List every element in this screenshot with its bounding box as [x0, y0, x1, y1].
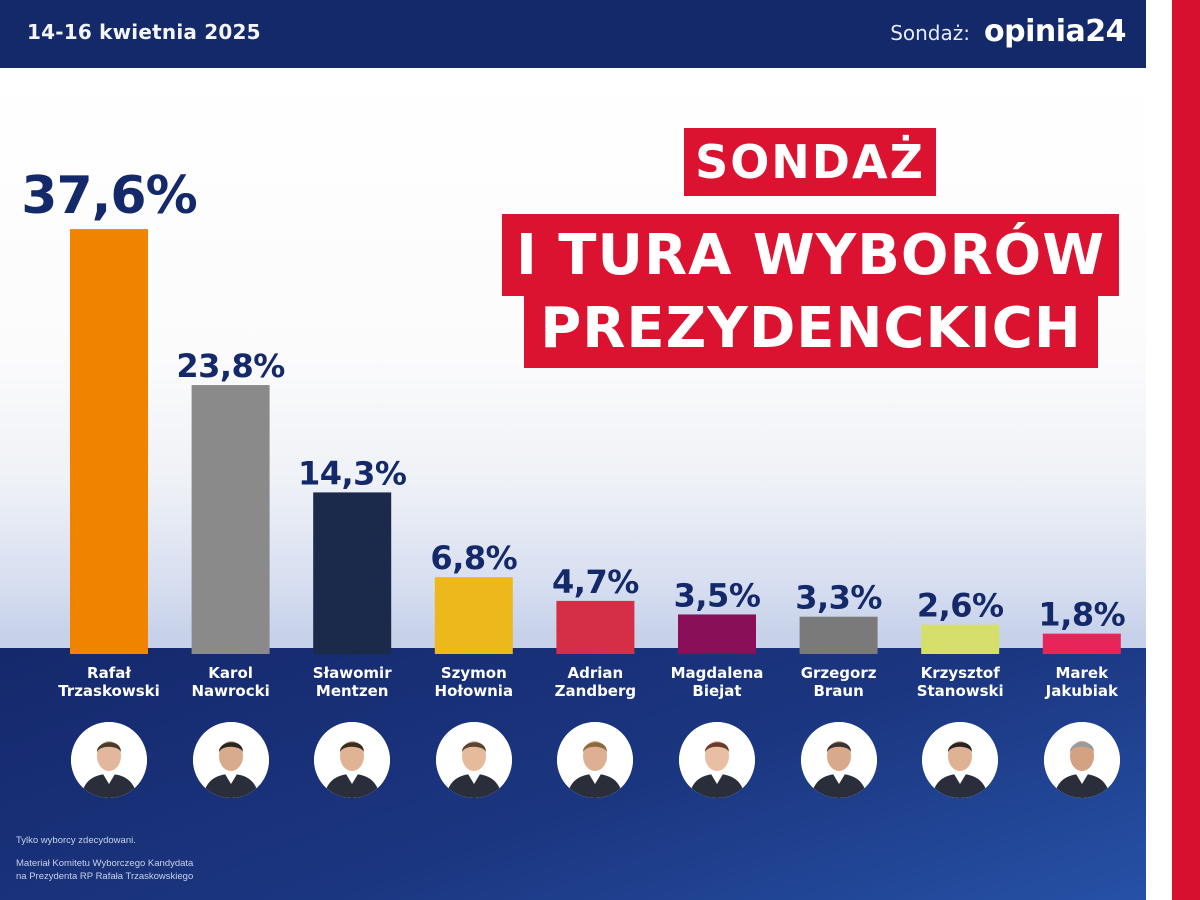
candidate-name-2: Karol Nawrocki	[171, 664, 291, 700]
candidate-photo-7	[800, 722, 877, 798]
person-icon	[314, 722, 391, 798]
candidate-name-4: Szymon Hołownia	[414, 664, 534, 700]
footnote-decided: Tylko wyborcy zdecydowani.	[16, 835, 136, 846]
person-icon	[1043, 722, 1120, 798]
first-name: Szymon	[440, 664, 507, 682]
person-icon	[922, 722, 999, 798]
candidate-name-8: Krzysztof Stanowski	[900, 664, 1020, 700]
first-name: Magdalena	[670, 664, 764, 682]
person-icon	[192, 722, 269, 798]
first-name: Karol	[208, 664, 253, 682]
bar-2	[191, 385, 270, 654]
candidate-photo-5	[557, 722, 634, 798]
bar-1	[70, 229, 148, 654]
candidate-photo-6	[679, 722, 755, 798]
person-icon	[435, 722, 512, 798]
last-name: Stanowski	[916, 682, 1004, 700]
value-label-1: 37,6%	[21, 166, 196, 226]
value-label-5: 4,7%	[552, 563, 639, 601]
last-name: Mentzen	[315, 682, 389, 700]
first-name: Grzegorz	[800, 664, 877, 682]
last-name: Hołownia	[434, 682, 514, 700]
side-stripe-white	[1146, 0, 1172, 900]
candidate-name-1: Rafał Trzaskowski	[49, 664, 169, 700]
bar-chart: 37,6% 23,8% 14,3% 6,8% 4,7% 3,5% 3,3% 2,6% 1,8%	[21, 166, 1126, 654]
side-stripe-red	[1172, 0, 1200, 900]
last-name: Biejat	[692, 682, 742, 700]
title-line-2: I TURA WYBORÓW	[502, 214, 1119, 296]
candidate-name-6: Magdalena Biejat	[657, 664, 777, 700]
bar-6	[678, 614, 756, 654]
first-name: Adrian	[567, 664, 624, 682]
last-name: Zandberg	[554, 682, 637, 700]
bar-4	[434, 577, 513, 654]
first-name: Krzysztof	[920, 664, 1000, 682]
header-bar: 14-16 kwietnia 2025 Sondaż: opinia24	[0, 0, 1146, 68]
last-name: Trzaskowski	[58, 682, 160, 700]
candidate-photo-2	[192, 722, 269, 798]
value-label-6: 3,5%	[674, 576, 761, 614]
bar-7	[799, 616, 878, 654]
footnote-committee: Materiał Komitetu Wyborczego Kandydata n…	[16, 857, 193, 883]
poll-date: 14-16 kwietnia 2025	[27, 20, 261, 44]
value-label-3: 14,3%	[298, 454, 407, 492]
value-label-4: 6,8%	[430, 539, 517, 577]
candidate-names: Rafał Trzaskowski Karol Nawrocki Sławomir Men…	[0, 664, 1146, 714]
value-label-7: 3,3%	[795, 579, 882, 617]
candidate-name-5: Adrian Zandberg	[535, 664, 655, 700]
value-label-2: 23,8%	[176, 347, 285, 385]
last-name: Jakubiak	[1045, 682, 1118, 700]
first-name: Rafał	[87, 664, 131, 682]
candidate-photo-8	[922, 722, 999, 798]
candidate-name-9: Marek Jakubiak	[1022, 664, 1142, 700]
bar-9	[1042, 633, 1121, 654]
bar-8	[921, 624, 1000, 654]
footnote-committee-line2: na Prezydenta RP Rafała Trzaskowskiego	[16, 871, 194, 882]
last-name: Braun	[813, 682, 864, 700]
candidate-avatars	[0, 722, 1146, 798]
value-label-8: 2,6%	[917, 587, 1004, 625]
candidate-photo-1	[71, 722, 147, 798]
opinia24-logo: opinia24	[983, 14, 1127, 49]
title-line-3: PREZYDENCKICH	[524, 296, 1098, 368]
value-label-9: 1,8%	[1038, 596, 1125, 634]
footnote-committee-line1: Materiał Komitetu Wyborczego Kandydata	[16, 858, 194, 869]
title-sondaz: SONDAŻ	[684, 128, 936, 196]
person-icon	[71, 722, 147, 798]
bar-3	[313, 492, 392, 654]
candidate-name-3: Sławomir Mentzen	[292, 664, 412, 700]
candidate-photo-4	[435, 722, 512, 798]
person-icon	[800, 722, 877, 798]
first-name: Marek	[1055, 664, 1109, 682]
person-icon	[557, 722, 634, 798]
last-name: Nawrocki	[191, 682, 270, 700]
candidate-photo-9	[1043, 722, 1120, 798]
first-name: Sławomir	[312, 664, 392, 682]
source-label: Sondaż:	[890, 21, 970, 45]
candidate-name-7: Grzegorz Braun	[779, 664, 899, 700]
candidate-photo-3	[314, 722, 391, 798]
bar-5	[556, 600, 635, 654]
person-icon	[679, 722, 755, 798]
